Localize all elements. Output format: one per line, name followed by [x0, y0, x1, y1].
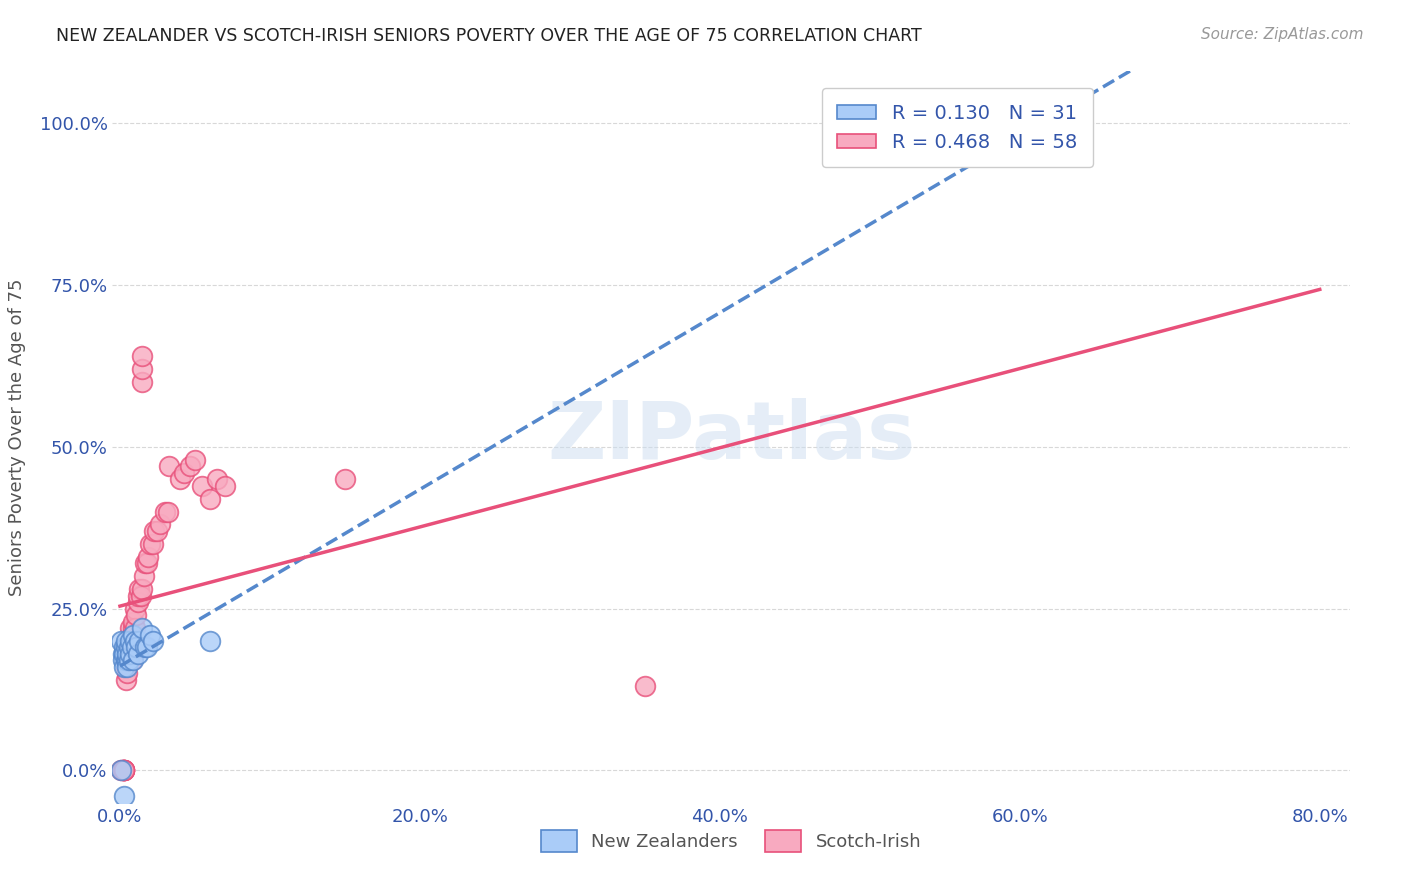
Point: [124, 634, 146, 648]
Point: [120, 621, 142, 635]
Point: [142, 634, 165, 648]
Point: [114, 789, 136, 804]
Point: [129, 589, 152, 603]
Point: [115, 660, 138, 674]
Point: [114, 647, 136, 661]
Point: [117, 647, 139, 661]
Point: [156, 504, 179, 518]
Point: [128, 582, 150, 597]
Point: [146, 524, 169, 538]
Point: [115, 640, 138, 655]
Point: [115, 634, 138, 648]
Point: [131, 375, 153, 389]
Point: [111, 653, 134, 667]
Point: [139, 627, 162, 641]
Point: [127, 647, 149, 661]
Point: [214, 478, 236, 492]
Point: [131, 621, 153, 635]
Point: [139, 537, 162, 551]
Point: [120, 634, 142, 648]
Point: [127, 589, 149, 603]
Point: [134, 640, 156, 655]
Point: [121, 653, 143, 667]
Point: [114, 764, 136, 778]
Point: [131, 582, 153, 597]
Text: NEW ZEALANDER VS SCOTCH-IRISH SENIORS POVERTY OVER THE AGE OF 75 CORRELATION CHA: NEW ZEALANDER VS SCOTCH-IRISH SENIORS PO…: [56, 27, 922, 45]
Point: [118, 653, 141, 667]
Point: [111, 764, 134, 778]
Point: [117, 647, 139, 661]
Point: [207, 472, 229, 486]
Y-axis label: Seniors Poverty Over the Age of 75: Seniors Poverty Over the Age of 75: [7, 278, 25, 596]
Point: [143, 524, 166, 538]
Point: [169, 472, 191, 486]
Point: [131, 349, 153, 363]
Point: [333, 472, 356, 486]
Point: [115, 653, 138, 667]
Point: [115, 653, 138, 667]
Point: [149, 517, 172, 532]
Point: [634, 679, 657, 693]
Point: [111, 764, 134, 778]
Point: [114, 660, 136, 674]
Point: [127, 595, 149, 609]
Point: [121, 640, 143, 655]
Point: [110, 634, 132, 648]
Point: [117, 666, 139, 681]
Point: [122, 653, 145, 667]
Point: [117, 653, 139, 667]
Point: [191, 478, 214, 492]
Point: [128, 634, 150, 648]
Point: [118, 653, 141, 667]
Point: [136, 557, 159, 571]
Point: [153, 504, 176, 518]
Point: [122, 615, 145, 629]
Point: [125, 640, 148, 655]
Point: [198, 491, 221, 506]
Point: [121, 634, 143, 648]
Point: [115, 673, 138, 687]
Point: [198, 634, 221, 648]
Point: [114, 764, 136, 778]
Point: [142, 537, 165, 551]
Point: [114, 640, 136, 655]
Point: [117, 653, 139, 667]
Legend: New Zealanders, Scotch-Irish: New Zealanders, Scotch-Irish: [534, 823, 928, 860]
Point: [114, 764, 136, 778]
Point: [121, 627, 143, 641]
Point: [117, 660, 139, 674]
Text: ZIPatlas: ZIPatlas: [547, 398, 915, 476]
Point: [173, 466, 195, 480]
Point: [136, 640, 159, 655]
Point: [131, 362, 153, 376]
Point: [120, 647, 142, 661]
Point: [118, 653, 141, 667]
Point: [114, 764, 136, 778]
Point: [118, 640, 141, 655]
Point: [110, 764, 132, 778]
Point: [124, 601, 146, 615]
Point: [120, 634, 142, 648]
Point: [114, 764, 136, 778]
Point: [120, 634, 142, 648]
Point: [132, 569, 155, 583]
Point: [122, 621, 145, 635]
Text: Source: ZipAtlas.com: Source: ZipAtlas.com: [1201, 27, 1364, 42]
Point: [124, 621, 146, 635]
Point: [184, 452, 207, 467]
Point: [179, 459, 201, 474]
Point: [134, 557, 156, 571]
Point: [122, 627, 145, 641]
Point: [110, 764, 132, 778]
Point: [111, 647, 134, 661]
Point: [138, 549, 160, 564]
Point: [159, 459, 181, 474]
Point: [118, 640, 141, 655]
Point: [125, 608, 148, 623]
